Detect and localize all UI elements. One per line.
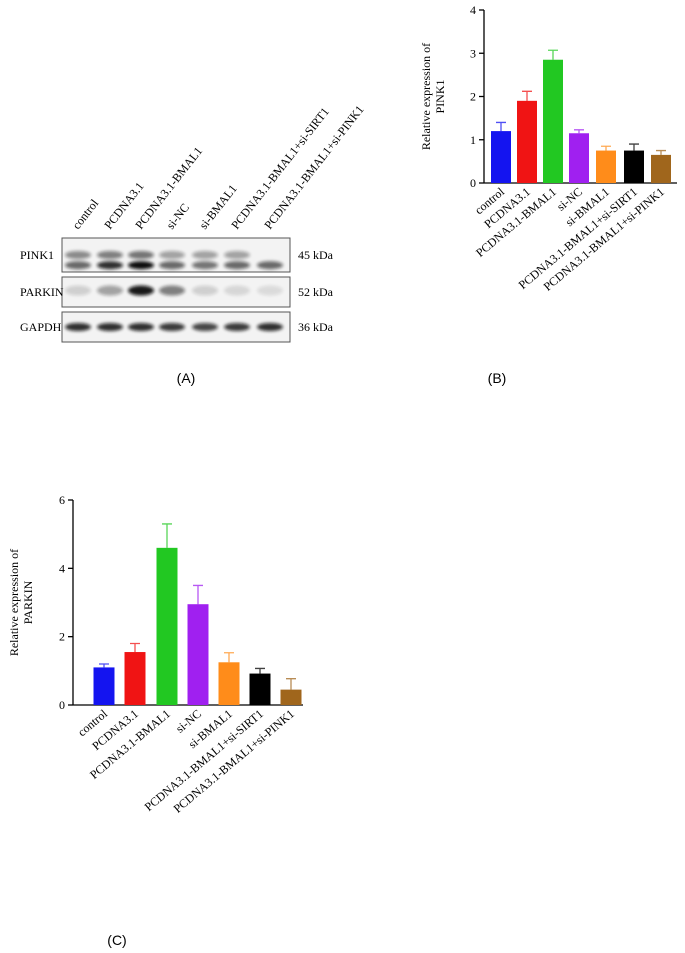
error-bar — [255, 667, 265, 674]
band — [65, 251, 91, 259]
y-tick-label: 2 — [59, 630, 65, 644]
bar — [543, 59, 563, 183]
size-label: 36 kDa — [298, 320, 334, 334]
band — [97, 261, 123, 270]
panel-label: (C) — [107, 932, 126, 948]
band — [159, 285, 185, 296]
band — [192, 285, 218, 296]
band — [257, 323, 283, 331]
y-tick-label: 0 — [59, 698, 65, 712]
y-tick-label: 4 — [470, 3, 476, 17]
lane-label: si-NC — [163, 201, 192, 232]
error-bar — [286, 678, 296, 690]
band — [159, 323, 185, 331]
error-bar — [522, 90, 532, 101]
bar — [249, 673, 271, 705]
error-bar — [548, 49, 558, 60]
error-bar — [193, 584, 203, 605]
y-tick-label: 1 — [470, 133, 476, 147]
protein-label: PINK1 — [20, 248, 54, 262]
band — [192, 261, 218, 270]
band — [159, 251, 185, 259]
lane-label: control — [69, 196, 101, 232]
y-tick-label: 2 — [470, 90, 476, 104]
error-bar — [496, 121, 506, 132]
band — [257, 261, 283, 270]
error-bar — [130, 642, 140, 653]
error-bar — [656, 149, 666, 155]
y-tick-label: 6 — [59, 493, 65, 507]
band — [65, 323, 91, 331]
y-tick-label: 3 — [470, 46, 476, 60]
y-axis-label: PARKIN — [21, 580, 35, 624]
band — [224, 323, 250, 331]
band — [65, 261, 91, 270]
panel-label: (B) — [488, 370, 507, 386]
size-label: 52 kDa — [298, 285, 334, 299]
band — [128, 285, 154, 296]
band — [65, 285, 91, 296]
protein-label: GAPDH — [20, 320, 62, 334]
band — [97, 251, 123, 259]
bar — [517, 100, 537, 183]
band — [128, 261, 154, 270]
panel-label: (A) — [177, 370, 196, 386]
band — [128, 251, 154, 259]
error-bar — [99, 663, 109, 668]
band — [224, 285, 250, 296]
western-blot: PINK1 45 kDa PARKIN 52 kDa GAPDH 36 kDa contro… — [20, 103, 367, 343]
y-tick-label: 0 — [470, 176, 476, 190]
size-label: 45 kDa — [298, 248, 334, 262]
bar — [569, 133, 589, 183]
band — [159, 261, 185, 270]
band — [224, 261, 250, 270]
band — [224, 251, 250, 259]
bar — [491, 131, 511, 183]
bar — [218, 662, 240, 705]
band — [128, 323, 154, 331]
bar — [624, 150, 644, 183]
protein-label: PARKIN — [20, 285, 64, 299]
band — [257, 285, 283, 296]
error-bar — [224, 652, 234, 663]
band — [97, 285, 123, 296]
y-axis-label: Relative expression of — [419, 43, 433, 150]
bar — [156, 547, 178, 705]
bar — [187, 604, 209, 705]
bar — [124, 652, 146, 705]
error-bar — [162, 523, 172, 548]
error-bar — [629, 143, 639, 151]
band — [192, 251, 218, 259]
bar — [651, 154, 671, 183]
y-axis-label: Relative expression of — [7, 549, 21, 656]
bar — [280, 689, 302, 705]
error-bar — [574, 129, 584, 134]
y-tick-label: 4 — [59, 561, 65, 575]
bar — [596, 150, 616, 183]
bar — [93, 667, 115, 705]
error-bar — [601, 145, 611, 151]
y-axis-label: PINK1 — [433, 79, 447, 113]
band — [192, 323, 218, 331]
band — [97, 323, 123, 331]
